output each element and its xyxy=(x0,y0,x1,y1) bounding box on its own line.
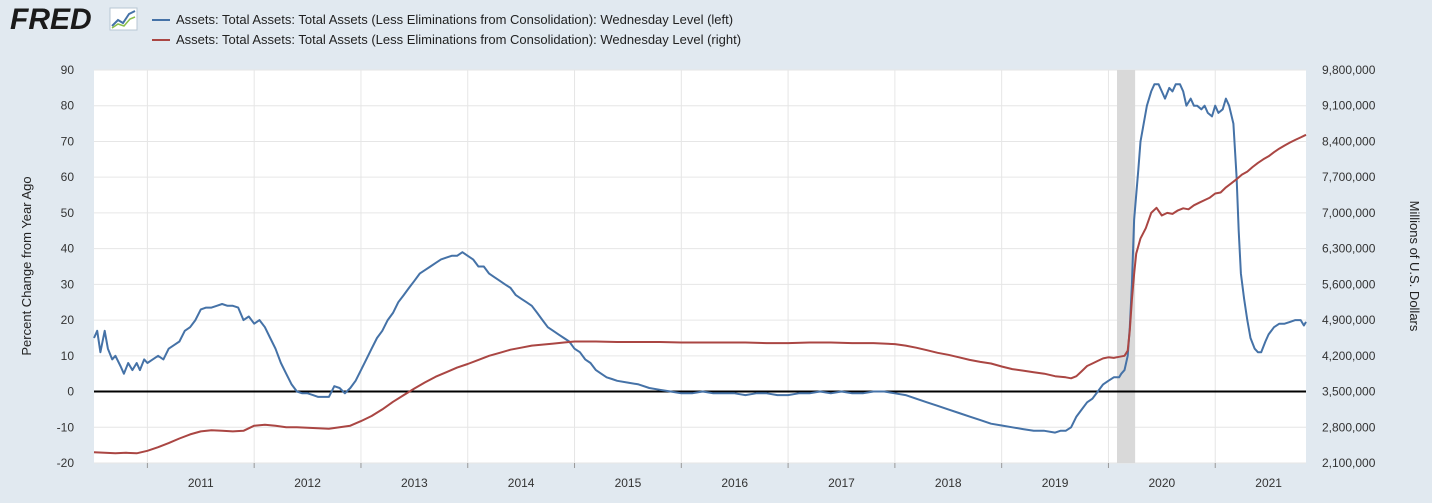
y-right-tick-label: 2,100,000 xyxy=(1322,456,1376,470)
fred-logo[interactable]: FRED xyxy=(10,3,138,36)
x-tick-label: 2014 xyxy=(508,476,535,490)
y-axis-right: 2,100,000 2,800,000 3,500,000 4,200,000 4,90… xyxy=(1322,63,1376,470)
y-left-tick-label: 60 xyxy=(61,170,75,184)
plot-area xyxy=(94,70,1306,463)
y-axis-right-title: Millions of U.S. Dollars xyxy=(1407,201,1422,332)
series-line-left xyxy=(93,83,1307,434)
y-right-tick-label: 3,500,000 xyxy=(1322,385,1376,399)
legend-label-right: Assets: Total Assets: Total Assets (Less… xyxy=(176,32,741,47)
y-left-tick-label: -10 xyxy=(57,420,75,434)
y-axis-left-title: Percent Change from Year Ago xyxy=(19,176,34,355)
y-left-tick-label: 10 xyxy=(61,349,75,363)
y-right-tick-label: 7,000,000 xyxy=(1322,206,1376,220)
y-right-tick-label: 9,100,000 xyxy=(1322,99,1376,113)
y-axis-left: -20 -10 0 10 20 30 40 50 60 70 80 90 xyxy=(57,63,75,470)
x-tick-label: 2016 xyxy=(721,476,748,490)
x-tick-label: 2020 xyxy=(1148,476,1175,490)
y-left-tick-label: 30 xyxy=(61,277,75,291)
fred-logo-graph-icon xyxy=(109,7,138,31)
legend: Assets: Total Assets: Total Assets (Less… xyxy=(152,12,741,47)
series-lines xyxy=(93,83,1307,455)
x-tick-label: 2013 xyxy=(401,476,428,490)
y-left-tick-label: 50 xyxy=(61,206,75,220)
y-right-tick-label: 6,300,000 xyxy=(1322,242,1376,256)
y-left-tick-label: 80 xyxy=(61,99,75,113)
legend-item-right[interactable]: Assets: Total Assets: Total Assets (Less… xyxy=(152,32,741,47)
x-tick-label: 2019 xyxy=(1042,476,1069,490)
y-left-tick-label: 40 xyxy=(61,242,75,256)
legend-item-left[interactable]: Assets: Total Assets: Total Assets (Less… xyxy=(152,12,733,27)
y-left-tick-label: 20 xyxy=(61,313,75,327)
y-right-tick-label: 9,800,000 xyxy=(1322,63,1376,77)
x-tick-label: 2018 xyxy=(935,476,962,490)
recession-band xyxy=(1116,70,1136,463)
y-left-tick-label: 90 xyxy=(61,63,75,77)
fred-logo-text: FRED xyxy=(10,3,92,36)
y-right-tick-label: 4,900,000 xyxy=(1322,313,1376,327)
x-tick-label: 2017 xyxy=(828,476,855,490)
y-right-tick-label: 4,200,000 xyxy=(1322,349,1376,363)
x-axis: 2011 2012 2013 2014 2015 2016 2017 2018 2019 2020… xyxy=(146,463,1282,490)
x-tick-label: 2011 xyxy=(188,476,214,490)
series-line-right xyxy=(93,133,1307,455)
y-left-tick-label: -20 xyxy=(57,456,75,470)
legend-label-left: Assets: Total Assets: Total Assets (Less… xyxy=(176,12,733,27)
y-left-tick-label: 0 xyxy=(67,385,74,399)
x-tick-label: 2015 xyxy=(615,476,642,490)
y-right-tick-label: 7,700,000 xyxy=(1322,170,1376,184)
y-right-tick-label: 2,800,000 xyxy=(1322,420,1376,434)
x-tick-label: 2021 xyxy=(1255,476,1282,490)
y-right-tick-label: 8,400,000 xyxy=(1322,134,1376,148)
y-left-tick-label: 70 xyxy=(61,134,75,148)
y-right-tick-label: 5,600,000 xyxy=(1322,277,1376,291)
x-tick-label: 2012 xyxy=(294,476,321,490)
recession-shading xyxy=(1116,70,1136,463)
